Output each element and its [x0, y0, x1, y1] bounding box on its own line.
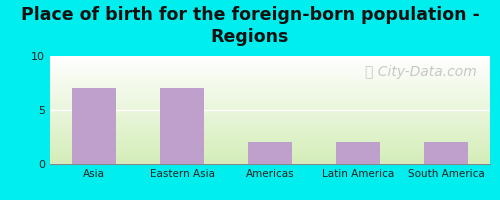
- Bar: [424, 142, 468, 164]
- Text: ⓘ City-Data.com: ⓘ City-Data.com: [365, 65, 477, 79]
- Bar: [248, 142, 292, 164]
- Bar: [160, 88, 204, 164]
- Bar: [336, 142, 380, 164]
- Bar: [72, 88, 116, 164]
- Text: Place of birth for the foreign-born population -
Regions: Place of birth for the foreign-born popu…: [20, 6, 479, 46]
